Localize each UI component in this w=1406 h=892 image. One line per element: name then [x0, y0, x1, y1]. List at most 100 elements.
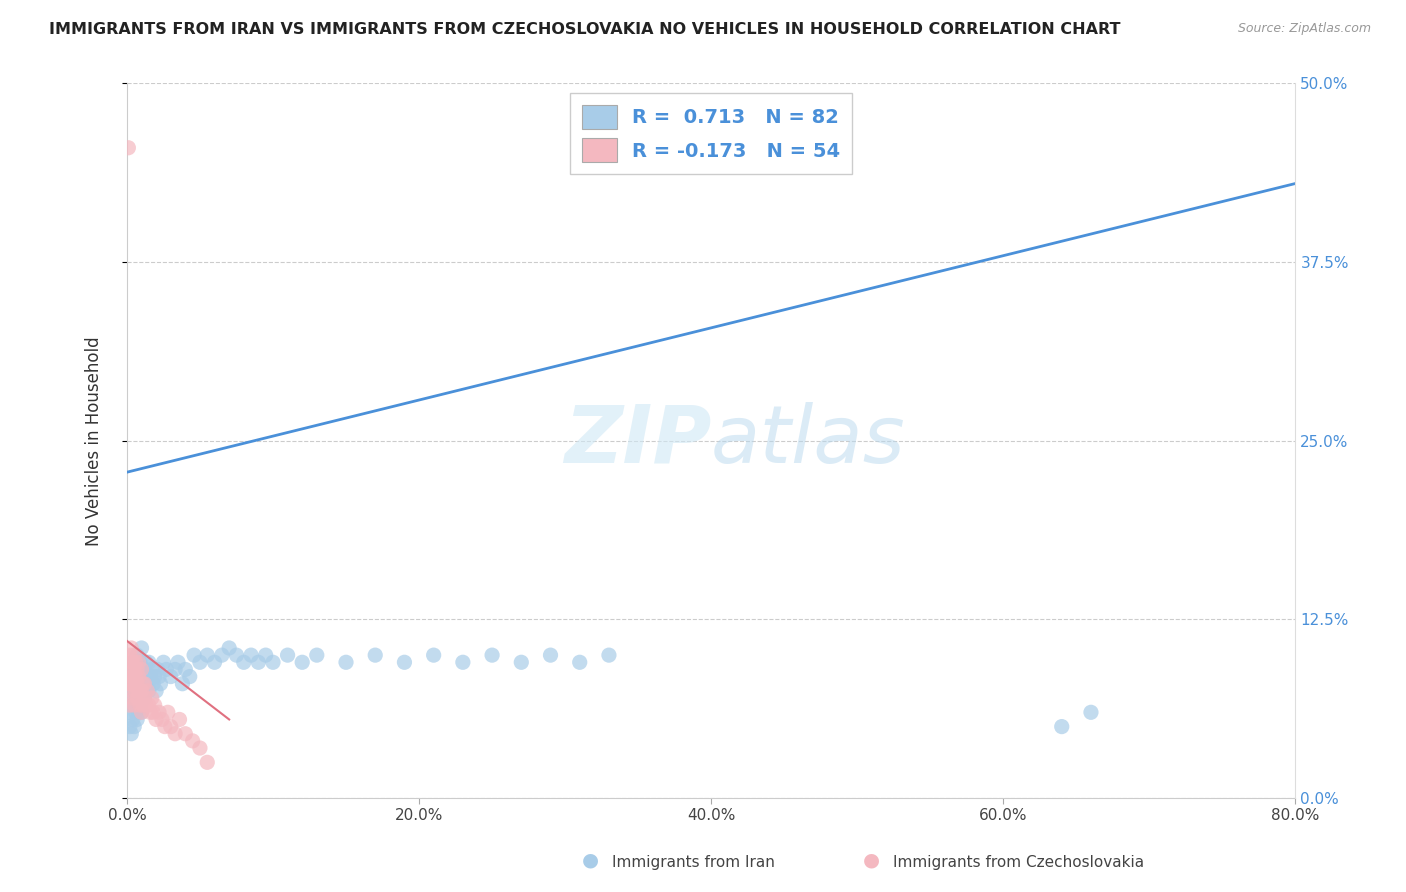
Point — [195, 648, 218, 662]
Point — [277, 648, 299, 662]
Text: Immigrants from Czechoslovakia: Immigrants from Czechoslovakia — [893, 855, 1144, 870]
Point — [138, 655, 160, 669]
Point — [129, 655, 152, 669]
Point — [122, 698, 145, 713]
Point — [211, 648, 233, 662]
Point — [598, 648, 620, 662]
Point — [145, 713, 167, 727]
Legend: R =  0.713   N = 82, R = -0.173   N = 54: R = 0.713 N = 82, R = -0.173 N = 54 — [571, 93, 852, 174]
Point — [167, 655, 190, 669]
Point — [121, 669, 143, 683]
Point — [146, 662, 169, 676]
Point — [141, 662, 163, 676]
Point — [155, 662, 177, 676]
Point — [138, 684, 160, 698]
Point — [159, 669, 181, 683]
Point — [335, 655, 357, 669]
Point — [131, 684, 153, 698]
Point — [136, 677, 159, 691]
Point — [195, 756, 218, 770]
Point — [132, 669, 155, 683]
Point — [129, 698, 152, 713]
Point — [169, 713, 191, 727]
Point — [127, 669, 149, 683]
Point — [134, 662, 156, 676]
Point — [122, 655, 145, 669]
Point — [117, 706, 139, 720]
Point — [128, 684, 150, 698]
Point — [141, 691, 163, 706]
Point — [165, 727, 187, 741]
Point — [188, 741, 211, 756]
Point — [117, 141, 139, 155]
Point — [122, 677, 145, 691]
Point — [143, 698, 166, 713]
Point — [121, 691, 143, 706]
Point — [124, 662, 146, 676]
Point — [121, 662, 143, 676]
Point — [122, 720, 145, 734]
Point — [118, 684, 141, 698]
Point — [142, 677, 165, 691]
Point — [131, 662, 153, 676]
Point — [132, 691, 155, 706]
Point — [127, 713, 149, 727]
Point — [120, 684, 142, 698]
Y-axis label: No Vehicles in Household: No Vehicles in Household — [86, 336, 103, 546]
Point — [247, 655, 270, 669]
Point — [165, 662, 187, 676]
Point — [121, 713, 143, 727]
Point — [128, 677, 150, 691]
Point — [451, 655, 474, 669]
Point — [124, 706, 146, 720]
Point — [150, 713, 173, 727]
Point — [143, 669, 166, 683]
Point — [568, 655, 591, 669]
Point — [153, 720, 176, 734]
Point — [118, 648, 141, 662]
Point — [131, 684, 153, 698]
Point — [145, 684, 167, 698]
Point — [128, 655, 150, 669]
Point — [148, 669, 170, 683]
Point — [120, 698, 142, 713]
Point — [127, 691, 149, 706]
Point — [204, 655, 226, 669]
Point — [135, 655, 157, 669]
Point — [139, 706, 162, 720]
Text: ●: ● — [863, 851, 880, 870]
Point — [128, 669, 150, 683]
Point — [131, 706, 153, 720]
Point — [120, 655, 142, 669]
Point — [174, 727, 197, 741]
Point — [540, 648, 562, 662]
Point — [132, 677, 155, 691]
Point — [149, 677, 172, 691]
Point — [135, 684, 157, 698]
Point — [128, 706, 150, 720]
Point — [179, 669, 201, 683]
Point — [118, 698, 141, 713]
Point — [174, 662, 197, 676]
Point — [118, 720, 141, 734]
Point — [134, 691, 156, 706]
Point — [422, 648, 444, 662]
Point — [159, 720, 181, 734]
Point — [120, 677, 142, 691]
Point — [124, 684, 146, 698]
Point — [134, 677, 156, 691]
Point — [131, 662, 153, 676]
Text: atlas: atlas — [711, 401, 905, 480]
Point — [135, 698, 157, 713]
Point — [136, 684, 159, 698]
Point — [1080, 706, 1102, 720]
Point — [122, 662, 145, 676]
Point — [218, 640, 240, 655]
Point — [124, 684, 146, 698]
Point — [129, 677, 152, 691]
Text: ●: ● — [582, 851, 599, 870]
Point — [127, 662, 149, 676]
Point — [121, 691, 143, 706]
Point — [122, 677, 145, 691]
Point — [131, 706, 153, 720]
